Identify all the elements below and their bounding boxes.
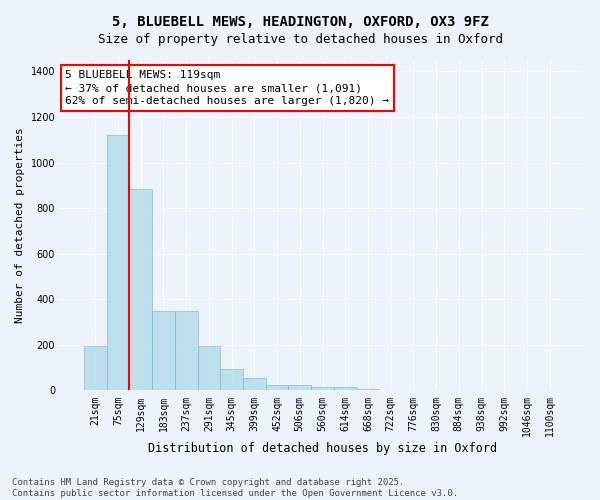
Text: Size of property relative to detached houses in Oxford: Size of property relative to detached ho… <box>97 32 503 46</box>
Bar <box>311 387 334 390</box>
Bar <box>84 346 107 391</box>
Bar <box>243 378 266 390</box>
Bar <box>266 386 289 390</box>
Bar <box>175 310 197 390</box>
X-axis label: Distribution of detached houses by size in Oxford: Distribution of detached houses by size … <box>148 442 497 455</box>
Bar <box>197 346 220 391</box>
Bar <box>289 386 311 390</box>
Bar <box>220 369 243 390</box>
Bar <box>107 135 130 390</box>
Text: Contains HM Land Registry data © Crown copyright and database right 2025.
Contai: Contains HM Land Registry data © Crown c… <box>12 478 458 498</box>
Text: 5, BLUEBELL MEWS, HEADINGTON, OXFORD, OX3 9FZ: 5, BLUEBELL MEWS, HEADINGTON, OXFORD, OX… <box>112 15 488 29</box>
Text: 5 BLUEBELL MEWS: 119sqm
← 37% of detached houses are smaller (1,091)
62% of semi: 5 BLUEBELL MEWS: 119sqm ← 37% of detache… <box>65 70 389 106</box>
Bar <box>152 310 175 390</box>
Y-axis label: Number of detached properties: Number of detached properties <box>15 128 25 323</box>
Bar <box>130 189 152 390</box>
Bar <box>334 387 356 390</box>
